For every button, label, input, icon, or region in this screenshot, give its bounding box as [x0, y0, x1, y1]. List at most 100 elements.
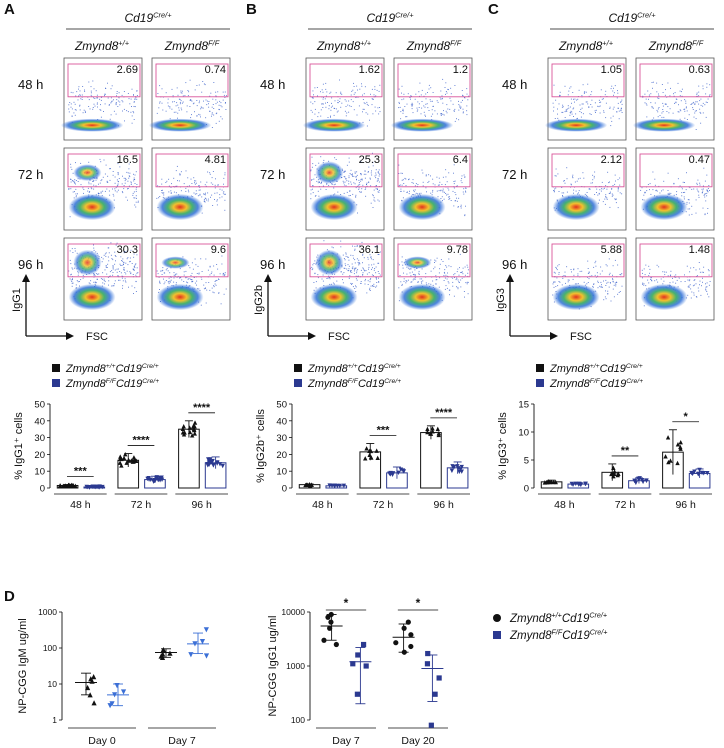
- event-dot: [107, 263, 109, 265]
- event-dot: [706, 286, 708, 288]
- event-dot: [688, 202, 690, 204]
- event-dot: [225, 102, 226, 103]
- event-dot: [70, 273, 72, 275]
- event-dot: [117, 172, 119, 174]
- event-dot: [428, 84, 430, 86]
- event-dot: [356, 244, 358, 246]
- event-dot: [400, 111, 402, 113]
- event-dot: [647, 184, 649, 185]
- event-dot: [566, 167, 568, 169]
- event-dot: [559, 95, 561, 97]
- event-dot: [207, 198, 209, 200]
- event-dot: [667, 190, 669, 191]
- event-dot: [173, 191, 175, 193]
- event-dot: [585, 91, 587, 93]
- event-dot: [215, 284, 217, 286]
- event-dot: [348, 100, 350, 102]
- event-dot: [88, 183, 90, 185]
- event-dot: [662, 111, 664, 113]
- event-dot: [365, 112, 367, 114]
- event-dot: [454, 273, 456, 275]
- event-dot: [453, 164, 455, 166]
- event-dot: [79, 109, 81, 111]
- event-dot: [356, 270, 358, 272]
- event-dot: [105, 164, 107, 166]
- event-dot: [402, 264, 404, 266]
- event-dot: [564, 180, 565, 182]
- event-dot: [696, 188, 698, 190]
- event-dot: [317, 274, 319, 276]
- event-dot: [374, 175, 376, 177]
- event-dot: [611, 193, 613, 195]
- event-dot: [101, 256, 103, 258]
- event-dot: [317, 182, 319, 184]
- event-dot: [213, 285, 215, 287]
- event-dot: [344, 176, 346, 178]
- event-dot: [350, 181, 352, 183]
- density-blob: [302, 118, 366, 132]
- event-dot: [583, 177, 585, 179]
- event-dot: [569, 106, 571, 108]
- event-dot: [322, 83, 324, 85]
- event-dot: [80, 279, 82, 281]
- event-dot: [168, 185, 170, 187]
- event-dot: [705, 288, 707, 290]
- text-span: Zmynd8: [307, 378, 349, 390]
- event-dot: [556, 267, 557, 269]
- event-dot: [460, 286, 462, 288]
- event-dot: [75, 196, 77, 198]
- event-dot: [328, 105, 330, 107]
- event-dot: [94, 105, 96, 107]
- genotype-label: Zmynd8+/+: [74, 38, 130, 53]
- event-dot: [224, 199, 226, 201]
- event-dot: [445, 176, 447, 178]
- event-dot: [461, 271, 463, 273]
- event-dot: [365, 157, 367, 159]
- event-dot: [576, 99, 578, 101]
- event-dot: [218, 292, 220, 294]
- event-dot: [375, 174, 377, 176]
- event-dot: [403, 272, 404, 274]
- event-dot: [571, 111, 573, 113]
- event-dot: [454, 110, 455, 112]
- event-dot: [339, 98, 341, 100]
- event-dot: [190, 275, 192, 276]
- event-dot: [213, 82, 215, 83]
- gate-percentage: 4.81: [205, 154, 226, 166]
- event-dot: [574, 98, 576, 100]
- event-dot: [439, 96, 441, 98]
- event-dot: [351, 283, 353, 284]
- event-dot: [365, 270, 367, 272]
- event-dot: [573, 192, 574, 194]
- event-dot: [116, 95, 117, 97]
- event-dot: [577, 98, 579, 100]
- event-dot: [685, 102, 687, 104]
- data-point: [663, 454, 668, 459]
- superscript: Cre/+: [637, 10, 656, 19]
- event-dot: [349, 105, 351, 107]
- event-dot: [370, 202, 372, 204]
- event-dot: [376, 285, 378, 287]
- event-dot: [406, 273, 408, 275]
- event-dot: [333, 107, 335, 109]
- genotype-label: Zmynd8+/+: [558, 38, 614, 53]
- event-dot: [175, 111, 177, 113]
- event-dot: [121, 260, 123, 262]
- data-point: [436, 675, 442, 681]
- event-dot: [113, 199, 115, 201]
- event-dot: [684, 108, 686, 110]
- event-dot: [463, 174, 465, 176]
- event-dot: [118, 97, 120, 99]
- event-dot: [107, 97, 109, 99]
- event-dot: [707, 188, 709, 189]
- event-dot: [401, 256, 403, 258]
- event-dot: [167, 105, 169, 107]
- event-dot: [663, 116, 665, 118]
- event-dot: [410, 104, 412, 106]
- event-dot: [570, 184, 572, 186]
- event-dot: [558, 273, 560, 275]
- event-dot: [117, 268, 119, 270]
- event-dot: [204, 194, 206, 196]
- event-dot: [310, 189, 312, 191]
- event-dot: [467, 269, 469, 271]
